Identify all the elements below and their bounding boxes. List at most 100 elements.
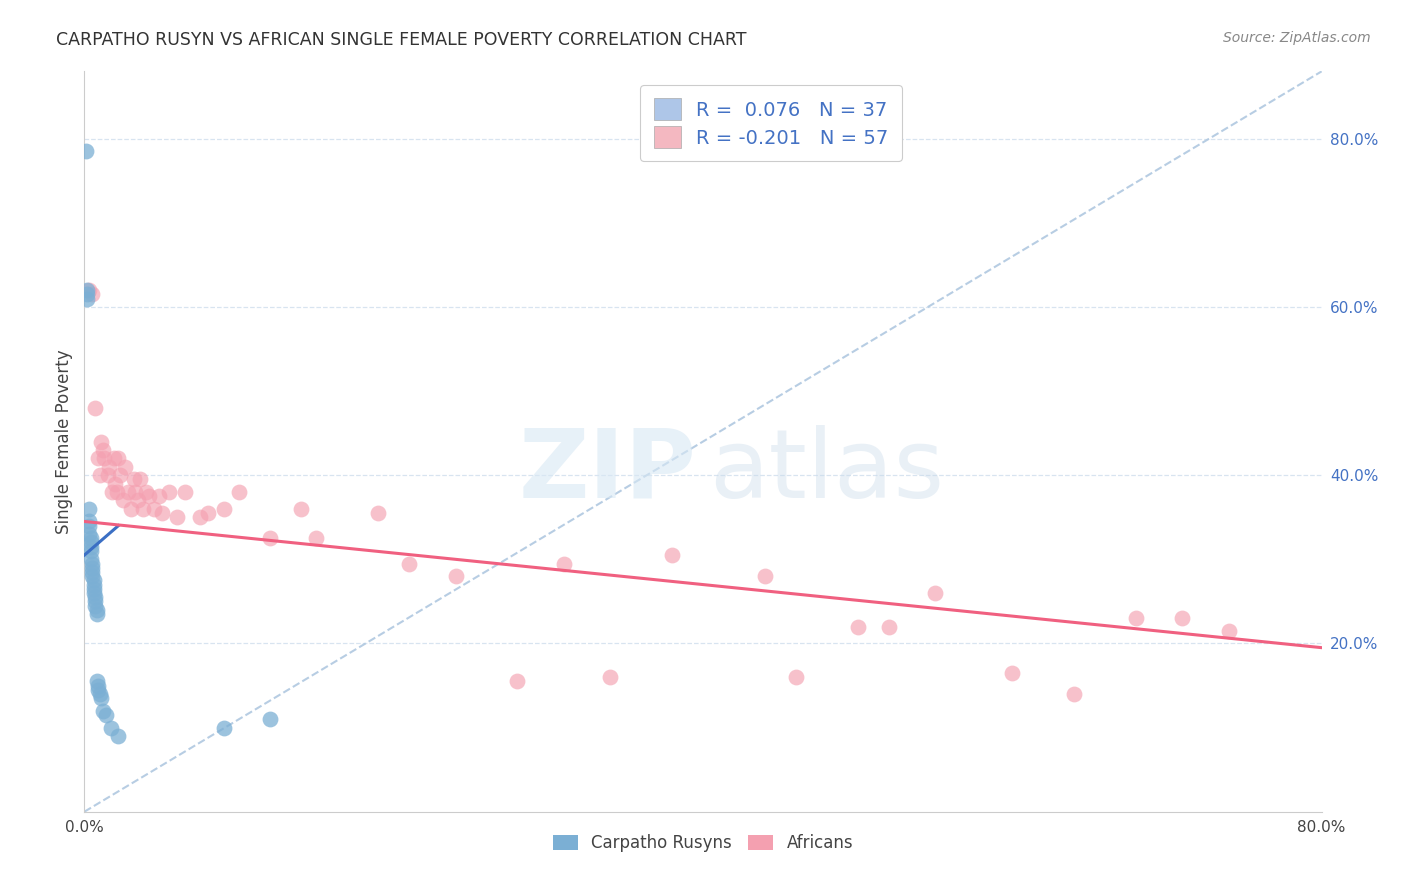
Point [82,565,104,579]
Point [103,451,125,466]
Point [398,557,420,571]
Point [785,670,807,684]
Point [77,527,100,541]
Point [91,442,114,457]
Point [93,451,115,466]
Point [76,287,98,301]
Point [112,493,135,508]
Point [83,577,105,591]
Legend: Carpatho Rusyns, Africans: Carpatho Rusyns, Africans [546,828,860,859]
Point [138,489,160,503]
Point [90,691,112,706]
Point [101,485,124,500]
Point [114,459,136,474]
Point [82,557,104,571]
Point [120,501,142,516]
Point [877,619,900,633]
Point [174,485,197,500]
Point [506,674,529,689]
Point [77,515,100,529]
Point [107,451,129,466]
Point [77,501,100,516]
Point [212,721,235,735]
Point [100,721,122,735]
Point [197,506,219,520]
Point [166,510,188,524]
Point [188,510,211,524]
Point [107,729,129,743]
Point [124,485,146,500]
Point [84,599,107,613]
Text: atlas: atlas [709,425,945,517]
Point [82,569,104,583]
Point [117,485,139,500]
Point [444,569,467,583]
Point [86,603,108,617]
Point [305,531,328,545]
Point [104,476,127,491]
Point [135,485,157,500]
Y-axis label: Single Female Poverty: Single Female Poverty [55,350,73,533]
Point [79,531,101,545]
Point [367,506,389,520]
Point [89,468,111,483]
Point [1063,687,1085,701]
Point [259,712,281,726]
Point [79,535,101,549]
Point [1125,611,1147,625]
Point [84,401,107,415]
Point [84,594,107,608]
Point [89,687,111,701]
Point [132,501,155,516]
Point [148,489,170,503]
Point [290,501,312,516]
Point [924,586,946,600]
Point [79,552,101,566]
Point [122,472,145,486]
Point [212,501,235,516]
Point [143,501,166,516]
Point [87,679,110,693]
Point [86,607,108,621]
Point [84,590,107,604]
Point [83,582,105,596]
Point [553,557,575,571]
Point [87,682,110,697]
Text: Source: ZipAtlas.com: Source: ZipAtlas.com [1223,31,1371,45]
Point [150,506,173,520]
Point [1171,611,1194,625]
Point [83,586,105,600]
Point [129,472,152,486]
Point [79,540,101,554]
Point [79,544,101,558]
Point [82,560,104,574]
Point [77,518,100,533]
Point [228,485,250,500]
Point [76,283,98,297]
Point [87,451,110,466]
Point [90,434,112,449]
Point [91,704,114,718]
Point [259,531,281,545]
Point [75,145,97,159]
Point [105,485,128,500]
Point [661,548,683,562]
Point [83,574,105,588]
Point [98,459,121,474]
Point [1001,665,1024,680]
Point [754,569,776,583]
Point [127,493,149,508]
Text: CARPATHO RUSYN VS AFRICAN SINGLE FEMALE POVERTY CORRELATION CHART: CARPATHO RUSYN VS AFRICAN SINGLE FEMALE … [56,31,747,49]
Point [159,485,180,500]
Point [77,283,100,297]
Point [846,619,869,633]
Point [1218,624,1240,638]
Point [108,468,131,483]
Point [96,468,118,483]
Point [86,674,108,689]
Point [599,670,621,684]
Point [94,708,117,723]
Point [76,292,98,306]
Text: ZIP: ZIP [519,425,697,517]
Point [82,287,104,301]
